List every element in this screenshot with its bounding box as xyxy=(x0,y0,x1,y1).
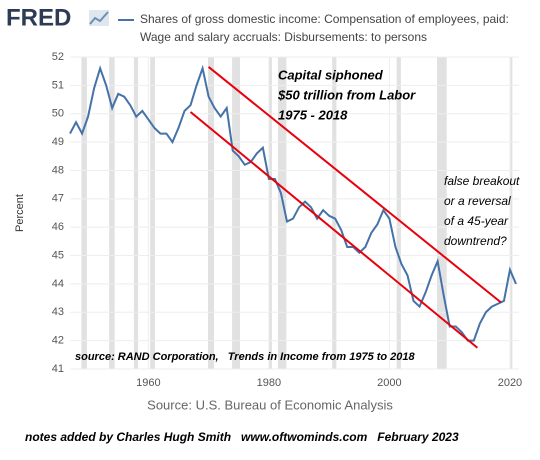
recession-band xyxy=(396,57,401,369)
annotation: or a reversal xyxy=(444,194,511,208)
annotation: of a 45-year xyxy=(444,214,509,228)
y-tick-label: 43 xyxy=(52,306,64,318)
logo-icon-line xyxy=(89,11,109,25)
annotation: 1975 - 2018 xyxy=(278,107,348,122)
recession-band xyxy=(332,57,337,369)
logo: FRED xyxy=(6,4,71,31)
legend-label: Shares of gross domestic income: Compens… xyxy=(140,12,509,44)
series-line xyxy=(69,64,517,342)
y-tick-label: 41 xyxy=(52,363,64,375)
recession-band xyxy=(109,57,115,369)
y-tick-label: 44 xyxy=(52,278,64,290)
legend-box: Shares of gross domestic income: Compens… xyxy=(140,12,509,44)
recession-band xyxy=(277,57,287,369)
y-tick-label: 46 xyxy=(52,221,64,233)
plot-area xyxy=(69,56,519,370)
recession-band xyxy=(510,57,513,369)
y-tick-label: 51 xyxy=(52,79,64,91)
y-tick-label: 45 xyxy=(52,249,64,261)
notes: notes added by Charles Hugh Smith www.of… xyxy=(25,430,459,444)
logo-icon xyxy=(89,10,109,26)
recession-band xyxy=(437,57,447,369)
y-tick-label: 48 xyxy=(52,164,64,176)
recession-band xyxy=(150,57,155,369)
recession-band xyxy=(208,57,215,369)
x-tick-label: 1960 xyxy=(136,377,160,389)
annotation: $50 trillion from Labor xyxy=(277,87,416,102)
y-tick-label: 52 xyxy=(52,51,64,63)
annotation: false breakout xyxy=(444,174,520,188)
y-tick-label: 49 xyxy=(52,136,64,148)
x-tick-label: 1980 xyxy=(257,377,281,389)
source: Source: U.S. Bureau of Economic Analysis xyxy=(147,397,393,412)
recession-band xyxy=(133,57,139,369)
x-tick-label: 2020 xyxy=(498,377,522,389)
logo-icon-bg xyxy=(89,10,109,26)
annotation: Capital siphoned xyxy=(278,67,384,82)
y-tick-label: 50 xyxy=(52,108,64,120)
trend-line xyxy=(207,66,502,304)
recession-band xyxy=(232,57,240,369)
recession-band xyxy=(268,57,272,369)
y-axis-label: Percent xyxy=(14,194,26,232)
annotation: downtrend? xyxy=(444,234,507,248)
annotation: source: RAND Corporation, Trends in Inco… xyxy=(75,351,416,363)
trend-line xyxy=(189,111,479,349)
y-tick-label: 47 xyxy=(52,193,64,205)
recession-band xyxy=(81,57,87,369)
y-tick-label: 42 xyxy=(52,335,64,347)
x-tick-label: 2000 xyxy=(377,377,401,389)
